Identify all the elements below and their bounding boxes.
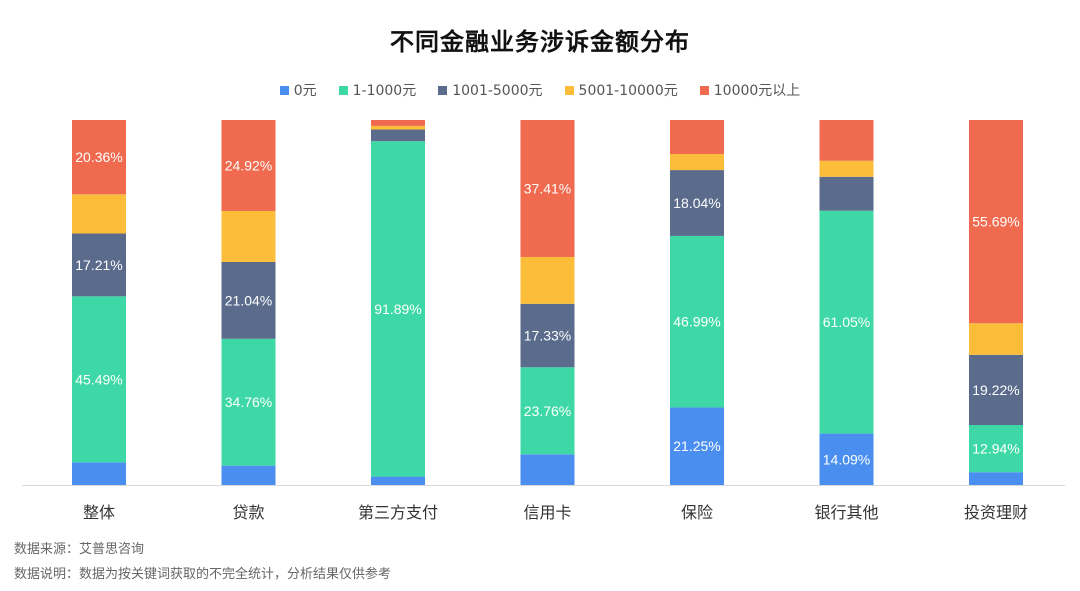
legend-label: 1-1000元 xyxy=(352,83,417,99)
bar-segment xyxy=(221,465,276,485)
bar-segment xyxy=(520,454,575,485)
data-label: 19.22% xyxy=(972,382,1019,398)
bar-segment xyxy=(819,160,874,177)
bar-segment xyxy=(969,323,1023,355)
bar-segment xyxy=(72,233,126,297)
bar-segment xyxy=(72,462,126,485)
bar-segment xyxy=(969,120,1023,324)
data-label: 21.25% xyxy=(673,438,720,454)
data-label: 23.76% xyxy=(524,403,571,419)
bar-segment xyxy=(221,120,276,211)
category-label: 投资理财 xyxy=(964,503,1028,522)
chart-title: 不同金融业务涉诉金额分布 xyxy=(390,28,690,56)
bar-segment xyxy=(371,129,425,142)
bar-segment xyxy=(670,120,724,155)
bar-segment xyxy=(72,296,126,463)
bar-segment xyxy=(520,120,575,257)
legend-swatch xyxy=(338,85,348,95)
data-label: 12.94% xyxy=(972,441,1019,457)
legend-item: 10000元以上 xyxy=(699,80,801,100)
bar-segment xyxy=(520,367,575,455)
data-label: 14.09% xyxy=(823,451,870,467)
bar-segment xyxy=(371,125,425,130)
bar-segment xyxy=(221,261,276,339)
data-label: 37.41% xyxy=(524,180,571,196)
data-label: 17.33% xyxy=(524,328,571,344)
category-label: 保险 xyxy=(681,503,713,522)
chart-legend: 0元 1-1000元 1001-5000元 5001-10000元 10000元以上 xyxy=(0,80,1080,100)
bar-segment xyxy=(371,476,425,485)
legend-item: 5001-10000元 xyxy=(564,80,678,100)
category-label: 第三方支付 xyxy=(358,503,438,522)
data-label: 91.89% xyxy=(374,301,421,317)
bar-segment xyxy=(72,194,126,234)
bar-segment xyxy=(969,354,1023,425)
bar-segment xyxy=(670,170,724,236)
legend-swatch xyxy=(279,85,289,95)
legend-item: 0元 xyxy=(279,80,317,100)
legend-label: 5001-10000元 xyxy=(578,83,678,99)
data-label: 46.99% xyxy=(673,314,720,330)
bar-segment xyxy=(72,120,126,195)
bar-segment xyxy=(670,407,724,485)
bar-segment xyxy=(819,120,874,161)
bar-segment xyxy=(670,235,724,408)
bar-segment xyxy=(819,433,874,485)
bar-segment xyxy=(520,303,575,368)
data-label: 55.69% xyxy=(972,214,1019,230)
category-label: 银行其他 xyxy=(814,503,878,522)
bar-segment xyxy=(819,210,874,434)
data-label: 34.76% xyxy=(225,394,272,410)
data-label: 20.36% xyxy=(75,149,122,165)
bar-segment xyxy=(371,120,425,126)
legend-label: 1001-5000元 xyxy=(452,83,543,99)
bar-segment xyxy=(969,424,1023,473)
legend-item: 1-1000元 xyxy=(338,80,417,100)
legend-label: 10000元以上 xyxy=(713,83,801,99)
source-note: 数据来源：艾普思咨询 xyxy=(14,542,145,557)
data-label: 17.21% xyxy=(75,257,122,273)
bar-segment xyxy=(371,141,425,477)
data-label: 61.05% xyxy=(823,314,870,330)
legend-swatch xyxy=(564,85,574,95)
legend-swatch xyxy=(699,85,709,95)
category-label: 贷款 xyxy=(232,503,264,522)
bar-segment xyxy=(670,154,724,171)
data-label: 21.04% xyxy=(225,292,272,308)
legend-label: 0元 xyxy=(293,83,317,99)
category-label: 信用卡 xyxy=(523,503,571,522)
legend-item: 1001-5000元 xyxy=(438,80,543,100)
bar-segment xyxy=(221,338,276,466)
bar-segment xyxy=(819,176,874,211)
data-label: 24.92% xyxy=(225,157,272,173)
bar-segment xyxy=(221,210,276,262)
bar-segment xyxy=(969,472,1023,485)
disclaimer-note: 数据说明：数据为按关键词获取的不完全统计，分析结果仅供参考 xyxy=(14,567,392,582)
bar-segment xyxy=(520,256,575,304)
legend-swatch xyxy=(438,85,448,95)
data-label: 18.04% xyxy=(673,195,720,211)
data-label: 45.49% xyxy=(75,371,122,387)
category-label: 整体 xyxy=(83,503,115,522)
